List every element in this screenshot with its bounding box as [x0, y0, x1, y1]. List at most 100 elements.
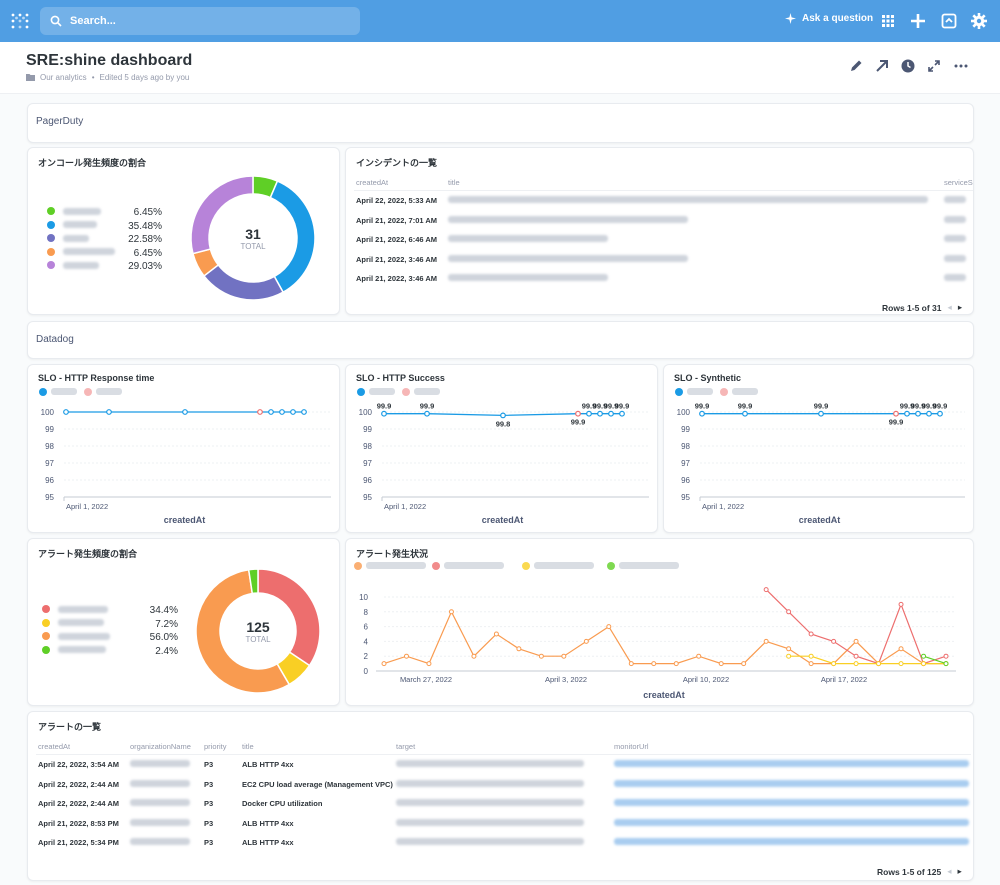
data-point [279, 409, 285, 415]
pagerduty-heading: PagerDuty [36, 116, 84, 127]
gear-icon[interactable] [970, 12, 988, 30]
data-point [493, 631, 499, 637]
y-tick-label: 95 [45, 493, 54, 502]
table-row[interactable]: April 21, 2022, 5:34 PM P3 ALB HTTP 4xx [28, 838, 973, 856]
legend-item[interactable] [47, 261, 99, 269]
col-header-target[interactable]: target [396, 742, 416, 751]
data-label: 99.9 [695, 402, 710, 411]
legend-dot-icon [42, 605, 50, 613]
data-point [471, 653, 477, 659]
cell-monitorurl-redacted [614, 779, 969, 787]
metabase-logo-icon[interactable] [10, 11, 30, 31]
cell-createdat: April 22, 2022, 3:54 AM [38, 760, 120, 769]
slo-synthetic-card: SLO - Synthetic 100 99 98 97 96 95 April 1, 20… [663, 364, 974, 533]
collection-link[interactable]: Our analytics [40, 73, 87, 82]
x-tick-label: March 27, 2022 [400, 675, 452, 684]
grid-icon[interactable] [879, 12, 897, 30]
legend-item[interactable] [47, 220, 97, 229]
col-header-createdat[interactable]: createdAt [38, 742, 71, 751]
table-row[interactable]: April 21, 2022, 6:46 AM [346, 235, 973, 253]
x-tick-label: April 17, 2022 [821, 675, 867, 684]
y-tick-label: 10 [359, 593, 368, 602]
slo-response-chart: 100 99 98 97 96 95 April 1, 2022 createdAt [39, 388, 331, 525]
table-row[interactable]: April 21, 2022, 3:46 AM [346, 274, 973, 292]
dataref-icon[interactable] [940, 12, 958, 30]
more-icon[interactable] [953, 58, 969, 74]
legend-item[interactable] [47, 247, 115, 256]
plus-icon[interactable] [909, 12, 927, 30]
prev-page-icon[interactable]: ◂ [947, 302, 952, 312]
y-tick-label: 0 [364, 667, 369, 676]
table-row[interactable]: April 22, 2022, 5:33 AM [346, 196, 973, 214]
legend-item[interactable] [47, 207, 101, 215]
data-point [808, 653, 814, 659]
table-row[interactable]: April 22, 2022, 3:54 AM P3 ALB HTTP 4xx [28, 760, 973, 778]
sparkle-icon [785, 13, 796, 24]
col-header-organizationname[interactable]: organizationName [130, 742, 191, 751]
col-header-createdat[interactable]: createdAt [356, 178, 389, 187]
y-tick-label: 99 [45, 425, 54, 434]
data-point [786, 646, 792, 652]
legend-item[interactable] [47, 234, 89, 242]
col-header-title[interactable]: title [448, 178, 460, 187]
y-tick-label: 100 [41, 408, 55, 417]
cell-priority: P3 [204, 779, 214, 789]
share-arrow-icon[interactable] [874, 58, 890, 74]
pagerduty-section-card: PagerDuty [27, 103, 974, 143]
data-point [257, 409, 263, 415]
alert-total: 125 [246, 619, 270, 635]
data-label: 99.9 [933, 402, 948, 411]
alert-timeline-chart: 10 8 6 4 2 0 March 27, 2022 April 3, 2022 April … [354, 562, 956, 700]
legend-dot-icon [357, 388, 365, 396]
legend-item[interactable] [42, 605, 108, 613]
legend-item[interactable] [42, 618, 104, 627]
slo-response-title: SLO - HTTP Response time [38, 373, 155, 383]
cell-title: ALB HTTP 4xx [242, 760, 294, 769]
next-page-icon[interactable]: ▸ [957, 302, 963, 312]
fullscreen-icon[interactable] [926, 58, 942, 74]
legend-label-redacted [63, 234, 89, 242]
table-row[interactable]: April 21, 2022, 8:53 PM P3 ALB HTTP 4xx [28, 818, 973, 837]
ask-question-button[interactable]: Ask a question [785, 13, 873, 24]
data-point [904, 410, 910, 417]
legend-dot-icon [402, 388, 410, 396]
legend-item[interactable] [42, 645, 106, 654]
cell-createdat: April 21, 2022, 5:34 PM [38, 838, 119, 847]
col-header-monitorurl[interactable]: monitorUrl [614, 742, 649, 751]
next-page-icon[interactable]: ▸ [957, 866, 962, 876]
y-tick-label: 6 [364, 623, 369, 632]
table-row[interactable]: April 21, 2022, 7:01 AM [346, 215, 973, 234]
data-point [742, 410, 748, 417]
table-row[interactable]: April 21, 2022, 3:46 AM [346, 254, 973, 273]
x-tick-label: April 1, 2022 [384, 502, 426, 511]
cell-createdat: April 22, 2022, 2:44 AM [38, 779, 120, 789]
legend-dot-icon [47, 207, 55, 215]
y-tick-label: 96 [45, 476, 54, 485]
data-label: 99.9 [420, 402, 435, 411]
legend-dot-icon [522, 562, 530, 570]
table-row[interactable]: April 22, 2022, 2:44 AM P3 Docker CPU util… [28, 799, 973, 817]
data-label: 99.9 [900, 402, 915, 411]
prev-page-icon[interactable]: ◂ [947, 866, 952, 876]
col-header-title[interactable]: title [242, 742, 254, 751]
table-row[interactable]: April 22, 2022, 2:44 AM P3 EC2 CPU load av… [28, 779, 973, 798]
legend-dot-icon [720, 388, 728, 396]
col-header-priority[interactable]: priority [204, 742, 227, 751]
dashboard-meta: Our analytics • Edited 5 days ago by you [26, 73, 189, 82]
search-input[interactable]: Search... [40, 7, 360, 35]
legend-item[interactable] [42, 632, 110, 640]
datadog-section-card: Datadog [27, 321, 974, 359]
col-header-service[interactable]: serviceS [944, 178, 973, 187]
pencil-icon[interactable] [848, 58, 864, 74]
oncall-total-block: 31 TOTAL [183, 226, 323, 251]
y-tick-label: 97 [681, 459, 690, 468]
cell-title: ALB HTTP 4xx [242, 818, 294, 828]
data-label: 99.8 [496, 419, 511, 428]
legend-dot-icon [42, 618, 50, 627]
x-axis-label: createdAt [799, 515, 841, 525]
cell-priority: P3 [204, 818, 214, 828]
clock-icon[interactable] [900, 58, 916, 74]
incidents-title: インシデントの一覧 [356, 158, 438, 168]
legend-percent: 6.45% [133, 207, 162, 218]
data-point [718, 661, 724, 667]
